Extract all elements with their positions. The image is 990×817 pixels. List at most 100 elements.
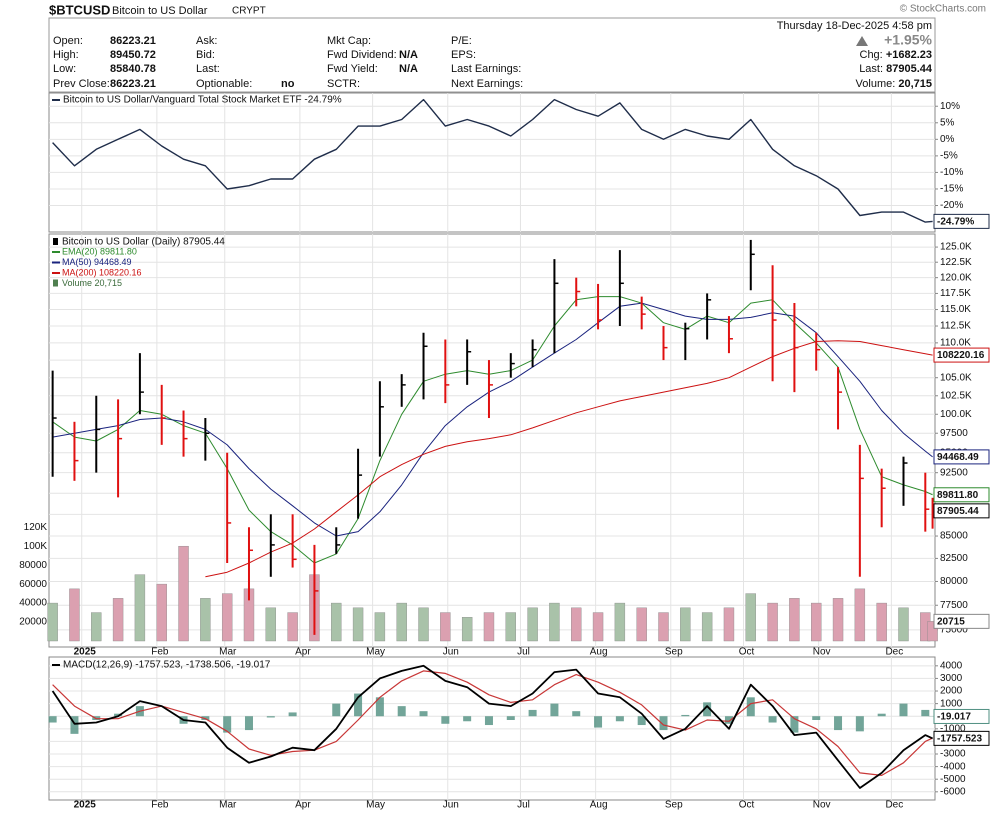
field-label: Fwd Dividend:	[327, 49, 397, 61]
x-tick-label: Jul	[517, 800, 530, 811]
y-tick-label: 110.0K	[940, 337, 971, 348]
volume-bar	[527, 607, 538, 642]
volume-bar	[287, 612, 298, 642]
volume-tick-label: 80000	[19, 560, 47, 571]
histogram-bar	[397, 706, 406, 717]
volume-tick-label: 60000	[19, 579, 47, 590]
y-tick-label: -5000	[940, 774, 966, 785]
y-tick-label: -10%	[940, 167, 963, 178]
field-value: 87905.44	[886, 63, 933, 75]
value-flag-label: 108220.16	[937, 350, 985, 361]
x-tick-label: Nov	[813, 800, 831, 811]
field-label: Volume:	[856, 78, 896, 90]
x-tick-label: Oct	[739, 800, 755, 811]
field-label: Bid:	[196, 49, 215, 61]
y-tick-label: 100.0K	[940, 409, 972, 420]
field-label: Fwd Yield:	[327, 63, 378, 75]
field: Last: 87905.44	[859, 63, 933, 75]
value-flag-label: -1757.523	[937, 733, 982, 744]
volume-bar	[396, 602, 407, 642]
histogram-bar	[441, 716, 450, 724]
value-flag	[933, 730, 990, 746]
field-label: Prev Close:	[53, 78, 110, 90]
x-tick-label: Mar	[219, 647, 237, 658]
volume-bar	[440, 612, 451, 642]
datetime: Thursday 18-Dec-2025 4:58 pm	[777, 20, 932, 32]
histogram-bar	[550, 703, 559, 717]
volume-bar	[927, 621, 938, 642]
legend-label: MACD(12,26,9) -1757.523, -1738.506, -19.…	[63, 660, 271, 671]
volume-bar	[461, 617, 473, 642]
volume-bar	[658, 612, 669, 642]
x-tick-label: May	[366, 647, 385, 658]
y-tick-label: 97500	[940, 428, 968, 439]
x-tick-label: Dec	[885, 647, 903, 658]
histogram-bar	[463, 716, 472, 722]
value-flag	[933, 708, 990, 724]
field-value: N/A	[399, 49, 418, 61]
y-tick-label: 122.5K	[940, 257, 972, 268]
histogram-bar	[594, 716, 603, 728]
y-tick-label: 102.5K	[940, 390, 972, 401]
field-label: Last:	[196, 63, 220, 75]
histogram-bar	[615, 716, 624, 722]
y-tick-label: 2000	[940, 686, 963, 697]
volume-tick-label: 100K	[24, 541, 48, 552]
volume-bar	[614, 602, 626, 642]
value-flag	[933, 613, 990, 629]
volume-bar	[352, 607, 364, 642]
header-box	[48, 17, 936, 93]
histogram-bar	[921, 709, 930, 717]
volume-bar	[265, 607, 277, 642]
histogram-bar	[790, 716, 799, 733]
volume-bar	[723, 607, 735, 642]
histogram-bar	[659, 716, 668, 731]
histogram-bar	[812, 716, 821, 720]
x-tick-label: Feb	[151, 800, 169, 811]
volume-bar	[789, 598, 800, 642]
y-tick-label: 75000	[940, 624, 968, 635]
legend-label: MA(200) 108220.16	[62, 267, 142, 277]
macd-line	[52, 670, 933, 776]
legend-label: EMA(20) 89811.80	[62, 246, 137, 256]
field-label: Low:	[53, 63, 76, 75]
x-tick-label: 2025	[74, 800, 97, 811]
volume-bar	[832, 598, 844, 642]
y-tick-label: -5%	[940, 151, 958, 162]
field: Volume: 20,715	[856, 78, 932, 90]
field-value: 20,715	[898, 78, 932, 90]
histogram-bar	[681, 714, 690, 717]
volume-bar	[505, 612, 516, 642]
field: Chg: +1682.23	[860, 49, 933, 61]
field-label: EPS:	[451, 49, 476, 61]
histogram-bar	[528, 709, 537, 717]
ratio-line	[52, 98, 933, 223]
x-tick-label: Jun	[443, 800, 459, 811]
value-flag-label: -24.79%	[937, 217, 974, 228]
y-tick-label: 1000	[940, 698, 963, 709]
y-tick-label: 82500	[940, 553, 968, 564]
field-label: Open:	[53, 35, 83, 47]
volume-bar	[636, 607, 647, 642]
histogram-bar	[834, 716, 843, 731]
field-label: High:	[53, 49, 79, 61]
field-value: 86223.21	[110, 35, 156, 47]
y-tick-label: 125.0K	[940, 242, 972, 253]
legend-label: Bitcoin to US Dollar (Daily) 87905.44	[62, 237, 225, 248]
macd-line	[51, 664, 933, 789]
y-tick-label: 85000	[940, 531, 968, 542]
value-flag	[933, 213, 990, 229]
volume-bar	[549, 602, 560, 642]
histogram-bar	[724, 716, 733, 724]
histogram-bar	[288, 712, 297, 717]
x-tick-label: Jul	[517, 647, 530, 658]
volume-bar	[571, 607, 582, 642]
value-flag-label: 87905.44	[937, 506, 979, 517]
histogram-bar	[244, 716, 253, 731]
volume-tick-label: 40000	[19, 598, 47, 609]
histogram-bar	[637, 716, 646, 726]
x-tick-label: Apr	[295, 647, 311, 658]
x-tick-label: May	[366, 800, 385, 811]
x-tick-label: Oct	[739, 647, 755, 658]
